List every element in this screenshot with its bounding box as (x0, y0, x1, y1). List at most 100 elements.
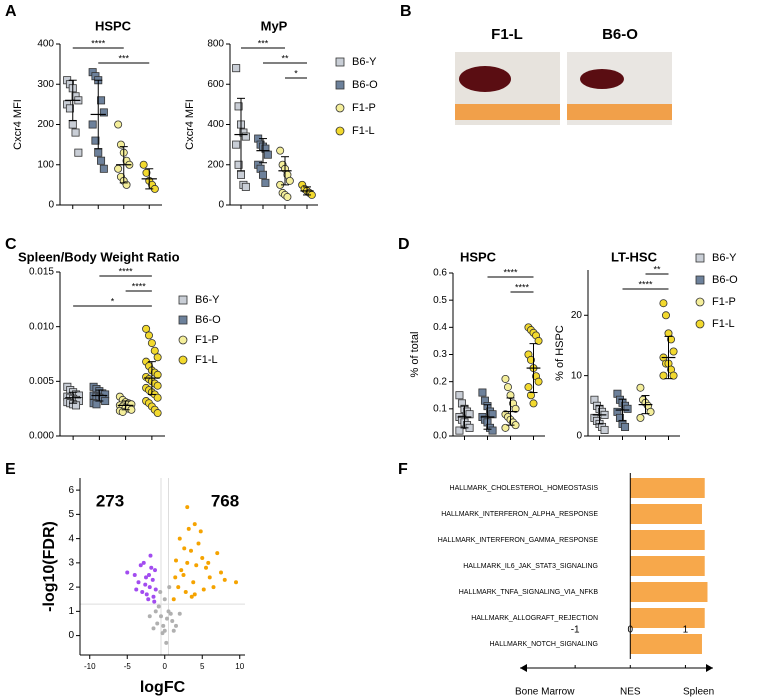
data-point (156, 604, 161, 609)
data-point (219, 570, 223, 575)
legend-label: F1-L (352, 125, 375, 137)
ruler (567, 104, 672, 120)
y-tick-label: 400 (37, 39, 54, 50)
data-point (258, 170, 267, 179)
data-point (189, 594, 194, 599)
annotation: 273 (96, 491, 124, 510)
data-point (192, 522, 197, 527)
data-point (141, 560, 146, 565)
significance-label: **** (132, 281, 147, 291)
data-point (91, 136, 100, 145)
data-point (201, 587, 206, 592)
data-point (215, 551, 220, 556)
legend-marker (335, 57, 345, 67)
data-point (276, 146, 285, 155)
data-point (222, 577, 227, 582)
legend-label: B6-O (712, 274, 738, 286)
data-point (132, 572, 137, 577)
data-point (488, 410, 497, 419)
data-point (147, 585, 152, 590)
y-tick-label: 0.3 (433, 349, 447, 360)
y-tick-label: 0 (576, 431, 582, 442)
data-point (176, 585, 181, 590)
legend-marker (178, 355, 188, 365)
data-point (94, 148, 103, 157)
data-point (667, 335, 676, 344)
legend-marker (335, 103, 345, 113)
data-point (177, 536, 182, 541)
data-point (136, 580, 141, 585)
data-point (192, 592, 197, 597)
y-axis-label: % of total (409, 332, 421, 378)
significance-label: * (294, 68, 298, 78)
y-tick-label: 0 (48, 200, 54, 211)
data-point (99, 164, 108, 173)
spleen (580, 69, 624, 89)
legend-label: B6-Y (712, 252, 737, 264)
data-point (168, 611, 173, 616)
x-tick-label: -1 (571, 625, 580, 636)
legend-marker (695, 253, 705, 263)
data-point (501, 374, 510, 383)
data-point (167, 585, 172, 590)
panel-letter: A (5, 3, 17, 20)
data-point (139, 160, 148, 169)
photo-panel: F1-L B6-O (455, 26, 672, 125)
data-point (153, 353, 162, 362)
y-tick-label: 1 (68, 606, 74, 617)
data-point (74, 148, 83, 157)
y-tick-label: 800 (207, 39, 224, 50)
data-point (72, 401, 81, 410)
data-point (171, 628, 176, 633)
x-tick-label: 5 (200, 662, 205, 671)
ruler (455, 104, 560, 120)
data-point (144, 575, 148, 580)
y-tick-label: 0.4 (433, 322, 447, 333)
data-point (659, 299, 668, 308)
panel-letter: D (398, 236, 410, 253)
data-point (147, 339, 156, 348)
y-tick-label: 400 (207, 119, 224, 130)
significance-label: ** (281, 53, 289, 63)
y-tick-label: 0 (68, 630, 74, 641)
y-tick-label: 200 (207, 159, 224, 170)
data-point (646, 407, 655, 416)
data-point (153, 393, 162, 402)
legend-marker (178, 295, 188, 305)
data-point (161, 623, 166, 628)
data-point (524, 383, 533, 392)
y-tick-label: 20 (571, 310, 583, 321)
x-tick-label: 0 (628, 625, 634, 636)
data-point (144, 331, 153, 340)
data-point (207, 575, 212, 580)
bar (630, 504, 702, 524)
data-point (155, 621, 160, 626)
data-point (158, 589, 163, 594)
data-point (234, 580, 238, 585)
annotation: 768 (211, 491, 239, 510)
data-point (153, 609, 158, 614)
data-point (160, 631, 165, 636)
category-label: HALLMARK_TNFA_SIGNALING_VIA_NFKB (459, 589, 599, 596)
data-point (455, 391, 464, 400)
spleen (459, 66, 511, 92)
category-label: HALLMARK_ALLOGRAFT_REJECTION (471, 615, 598, 622)
data-point (283, 192, 292, 201)
data-point (149, 565, 154, 570)
panel-letter: C (5, 236, 17, 253)
y-tick-label: 6 (68, 485, 74, 496)
data-point (174, 623, 178, 628)
legend-label: B6-O (352, 79, 378, 91)
data-point (194, 563, 199, 568)
significance-label: *** (118, 53, 129, 63)
significance-label: **** (638, 279, 653, 289)
data-point (465, 410, 474, 419)
x-tick-label: -5 (124, 662, 132, 671)
data-point (140, 589, 145, 594)
data-point (153, 370, 162, 379)
significance-label: * (111, 296, 115, 306)
data-point (636, 383, 645, 392)
photo-label: B6-O (602, 26, 638, 43)
data-point (661, 311, 670, 320)
category-label: HALLMARK_NOTCH_SIGNALING (489, 641, 598, 648)
